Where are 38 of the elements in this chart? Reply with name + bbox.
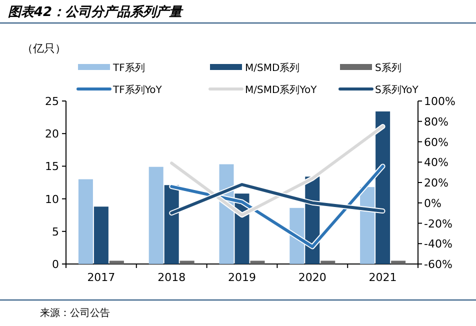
legend-label: TF系列YoY [112, 84, 163, 96]
bar [109, 260, 124, 264]
y2-tick-label: 20% [424, 176, 448, 190]
legend-label: M/SMD系列 [245, 62, 300, 74]
legend-label: M/SMD系列YoY [245, 84, 318, 96]
y-tick-label: 25 [45, 95, 59, 108]
y-tick-label: 15 [45, 160, 59, 174]
bar [250, 260, 265, 264]
x-tick-label: 2018 [158, 271, 186, 284]
y-axis-title: （亿只） [22, 42, 66, 55]
y2-tick-label: -40% [424, 238, 452, 251]
bar [360, 187, 375, 264]
y-tick-label: 20 [45, 128, 59, 141]
x-tick-label: 2019 [228, 271, 256, 284]
legend-label: TF系列 [112, 62, 145, 74]
bar [78, 179, 93, 264]
chart-title: 图表42：公司分产品系列产量 [8, 4, 184, 20]
y2-tick-label: 100% [424, 95, 456, 108]
bar [180, 260, 194, 264]
x-tick-label: 2021 [368, 271, 397, 284]
bar [320, 260, 336, 264]
y-tick-label: 5 [52, 225, 59, 238]
y2-tick-label: 40% [424, 156, 448, 170]
y2-tick-label: -20% [424, 217, 452, 230]
legend-label: S系列YoY [375, 84, 420, 96]
x-tick-label: 2017 [87, 271, 116, 284]
y2-tick-label: 60% [424, 136, 448, 149]
x-tick-label: 2020 [298, 271, 326, 284]
y2-tick-label: 0% [424, 196, 442, 210]
source-note: 来源：公司公告 [40, 307, 110, 319]
y-tick-label: 10 [45, 192, 59, 206]
bar [391, 260, 406, 264]
bar [94, 206, 108, 264]
y2-tick-label: 80% [424, 115, 448, 128]
y2-tick-label: -60% [424, 258, 452, 271]
legend-label: S系列 [375, 62, 402, 74]
y-tick-label: 0 [52, 258, 59, 271]
bar [148, 166, 164, 264]
